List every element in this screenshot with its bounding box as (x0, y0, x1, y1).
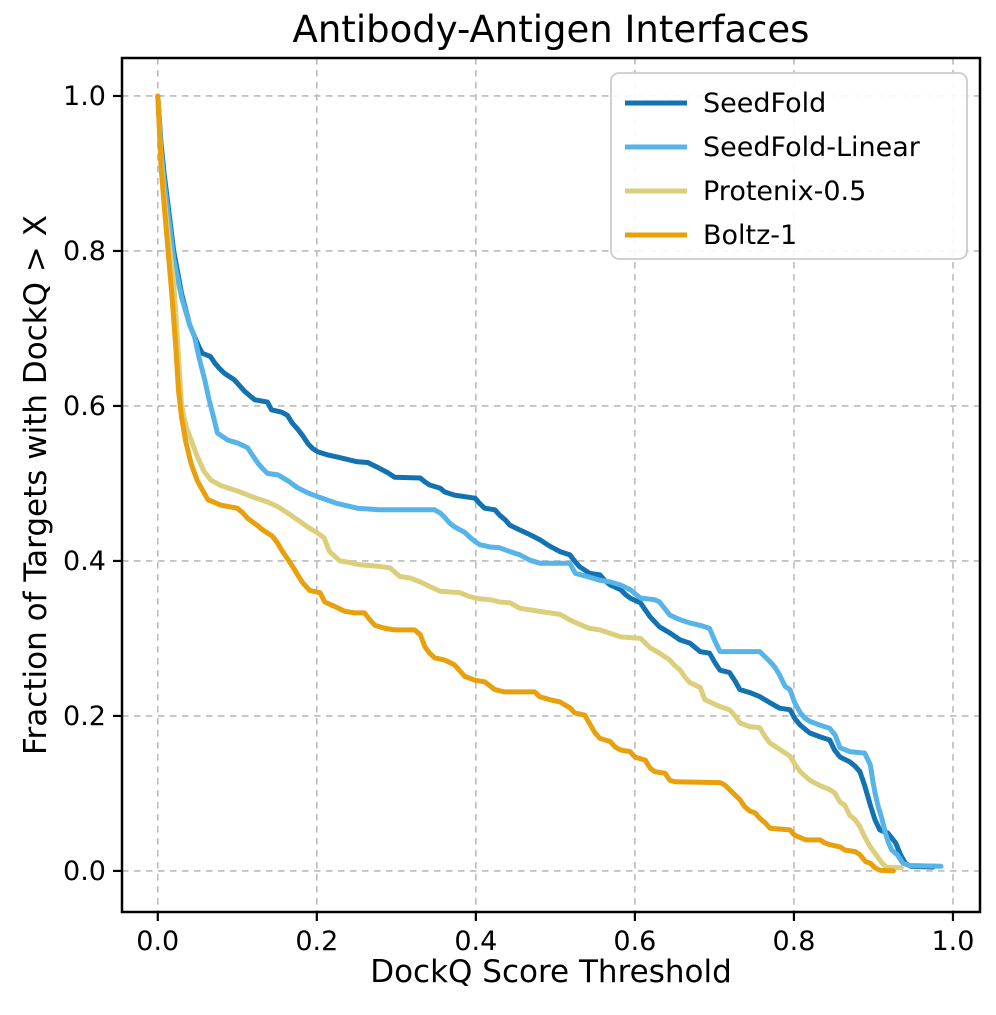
y-tick-label: 1.0 (63, 81, 106, 112)
y-tick-label: 0.4 (63, 546, 106, 577)
legend-label-protenix-0-5: Protenix-0.5 (703, 176, 866, 207)
x-tick-label: 0.6 (613, 926, 656, 957)
legend-label-seedfold-linear: SeedFold-Linear (703, 132, 921, 163)
plot-border (120, 56, 982, 914)
x-tick-label: 0.4 (454, 926, 497, 957)
x-tick-label: 1.0 (931, 926, 974, 957)
legend (610, 72, 968, 260)
series-line-seedfold (155, 93, 936, 870)
y-tick-label: 0.8 (63, 236, 106, 267)
series-line-boltz-1 (155, 93, 896, 874)
y-tick-label: 0.0 (63, 856, 106, 887)
legend-label-boltz-1: Boltz-1 (703, 220, 797, 251)
series-line-seedfold-linear (155, 93, 944, 869)
legend-label-seedfold: SeedFold (703, 88, 826, 119)
x-tick-label: 0.0 (136, 926, 179, 957)
series-line-protenix-0-5 (155, 93, 904, 871)
x-tick-label: 0.2 (295, 926, 338, 957)
chart-title: Antibody-Antigen Interfaces (292, 8, 810, 51)
y-tick-label: 0.2 (63, 701, 106, 732)
y-axis-label: Fraction of Targets with DockQ > X (18, 214, 54, 756)
x-tick-label: 0.8 (772, 926, 815, 957)
y-tick-label: 0.6 (63, 391, 106, 422)
x-axis-label: DockQ Score Threshold (370, 954, 732, 990)
